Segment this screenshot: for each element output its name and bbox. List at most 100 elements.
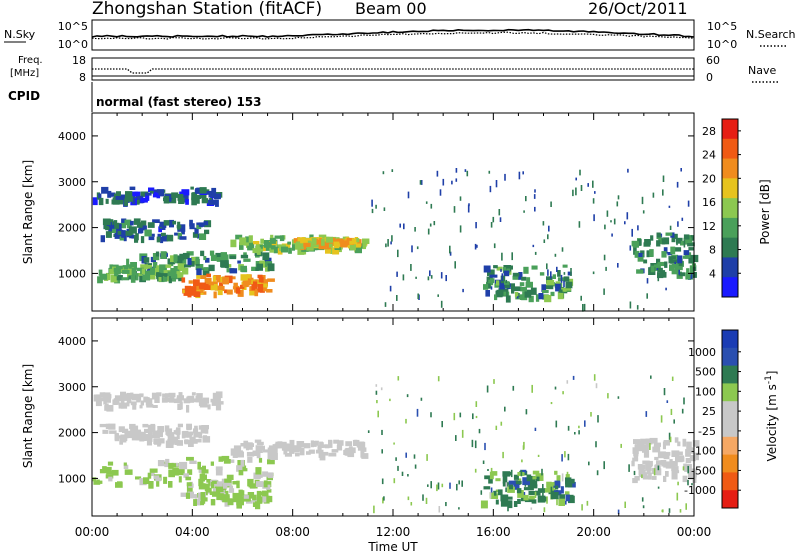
velocity-cell (407, 474, 409, 477)
velocity-cell (490, 487, 493, 493)
velocity-cell (218, 486, 224, 493)
velocity-cell (682, 475, 688, 483)
power-cell (257, 284, 264, 291)
velocity-cell (146, 438, 152, 446)
power-cell (638, 252, 643, 257)
velocity-cell (523, 441, 525, 449)
velocity-cell (200, 428, 206, 434)
velocity-cell (646, 467, 651, 475)
power-cell (251, 266, 258, 271)
velocity-cell (256, 441, 264, 445)
velocity-cell (655, 464, 659, 471)
velocity-cell (102, 429, 109, 434)
velocity-cell (176, 440, 183, 446)
power-cell (636, 305, 639, 310)
power-cell (145, 265, 152, 269)
power-cell (510, 283, 515, 287)
velocity-cell (247, 492, 255, 499)
power-cell (499, 217, 502, 222)
power-cell (670, 246, 676, 255)
velocity-cell (357, 444, 365, 451)
velocity-cell (420, 397, 423, 401)
velocity-cell (633, 439, 641, 445)
power-cell (616, 201, 619, 207)
power-cell (658, 237, 664, 245)
power-cell (204, 229, 210, 235)
velocity-cell (535, 490, 541, 496)
power-cell (186, 251, 194, 256)
power-cell (128, 267, 135, 274)
velocity-cell (179, 461, 188, 470)
power-cell (506, 265, 513, 270)
velocity-cell (328, 440, 333, 448)
colorbar-tick-label: 24 (702, 149, 716, 162)
velocity-y-ticks: 1000 2000 3000 4000 (58, 335, 694, 485)
power-cell (661, 251, 667, 258)
power-cell (177, 263, 186, 271)
velocity-cell (550, 491, 559, 500)
power-cell (683, 250, 690, 256)
power-cell (632, 241, 639, 248)
velocity-cell (195, 396, 201, 400)
power-cell (675, 247, 682, 252)
power-cell (202, 268, 210, 276)
velocity-cell (489, 492, 494, 499)
velocity-cell (299, 448, 305, 456)
power-cell (483, 284, 489, 290)
power-cell (578, 221, 581, 228)
velocity-cell (272, 447, 278, 453)
velocity-cell (679, 509, 682, 513)
velocity-cell (528, 491, 537, 495)
velocity-cell (642, 505, 645, 509)
power-cell (657, 267, 663, 273)
velocity-cell (272, 444, 278, 450)
velocity-cell (246, 451, 255, 457)
velocity-cell (686, 441, 692, 450)
power-cell (362, 241, 366, 250)
power-cell (128, 264, 132, 269)
power-cell (382, 171, 385, 175)
velocity-cell (167, 435, 175, 443)
velocity-cell (525, 409, 528, 415)
power-cell (610, 220, 612, 223)
velocity-cell (123, 464, 129, 469)
velocity-cell (595, 441, 597, 448)
power-cell (276, 244, 282, 251)
power-cell (494, 294, 498, 301)
power-cell (159, 221, 166, 228)
power-cell (671, 269, 679, 275)
power-cell (295, 241, 302, 249)
velocity-cell (99, 423, 107, 428)
power-cell (624, 221, 626, 225)
velocity-cell (651, 476, 657, 480)
power-cell (148, 270, 152, 276)
power-cell (222, 277, 229, 285)
power-cell (653, 264, 661, 271)
velocity-cell (375, 390, 378, 395)
power-cell (662, 175, 665, 182)
power-cell (262, 252, 270, 261)
power-cell (130, 220, 134, 226)
power-cell (440, 272, 443, 279)
power-cell (687, 242, 695, 247)
velocity-cell (105, 474, 114, 479)
power-cell (375, 204, 377, 209)
velocity-cell (262, 471, 269, 477)
power-cell (269, 246, 274, 253)
power-cell (243, 252, 247, 257)
power-cell (683, 240, 686, 248)
power-cell (425, 201, 428, 204)
power-cell (349, 243, 356, 251)
velocity-cell (322, 444, 328, 448)
power-cell (218, 285, 225, 291)
power-cell (305, 238, 312, 242)
colorbar-segment (722, 158, 738, 179)
power-cell (230, 239, 237, 248)
power-cell (684, 252, 692, 259)
velocity-cell (522, 477, 530, 486)
power-cell (427, 276, 430, 281)
power-cell (657, 276, 660, 282)
velocity-cell (188, 441, 194, 447)
power-cell (144, 229, 152, 237)
velocity-cell (382, 497, 384, 504)
